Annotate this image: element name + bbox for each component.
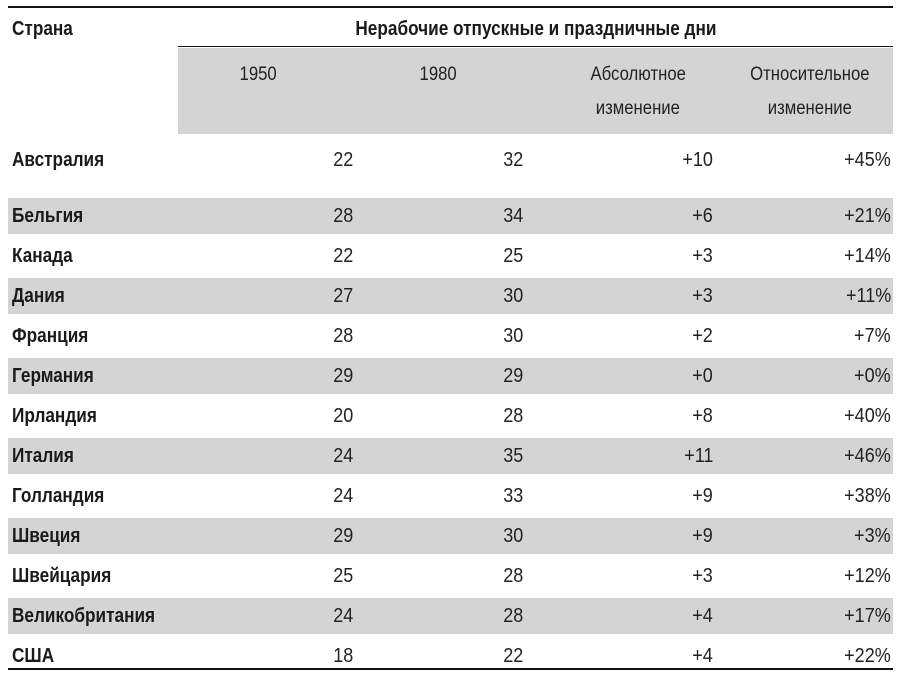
relative-change-cell: +45% xyxy=(844,149,891,171)
group-header-underline xyxy=(178,46,893,47)
absolute-change-cell: +11 xyxy=(683,445,713,467)
value-1950-cell: 25 xyxy=(332,565,353,587)
value-1980-cell: 33 xyxy=(502,485,523,507)
absolute-change-cell: +9 xyxy=(692,525,713,547)
table-row: Австралия 22 32 +10 +45% xyxy=(8,142,893,178)
country-cell: США xyxy=(12,645,55,667)
country-cell: Австралия xyxy=(12,149,105,171)
value-1950-cell: 18 xyxy=(332,645,353,667)
value-1950-cell: 24 xyxy=(332,605,353,627)
table-row: Италия 24 35 +11 +46% xyxy=(8,438,893,474)
table-row: Ирландия 20 28 +8 +40% xyxy=(8,398,893,434)
value-1950-cell: 22 xyxy=(332,245,353,267)
value-1980-cell: 28 xyxy=(502,565,523,587)
relative-change-cell: +46% xyxy=(844,445,891,467)
absolute-change-cell: +9 xyxy=(692,485,713,507)
relative-change-cell: +12% xyxy=(844,565,891,587)
relative-change-cell: +7% xyxy=(854,325,891,347)
value-1980-cell: 25 xyxy=(502,245,523,267)
relative-change-cell: +17% xyxy=(844,605,891,627)
value-1980-cell: 28 xyxy=(502,605,523,627)
value-1950-cell: 29 xyxy=(332,365,353,387)
value-1980-cell: 32 xyxy=(502,149,523,171)
value-1950-cell: 28 xyxy=(332,205,353,227)
country-cell: Франция xyxy=(12,325,89,347)
country-cell: Швейцария xyxy=(12,565,112,587)
absolute-change-cell: +6 xyxy=(692,205,713,227)
subheader-relative-change: Относительное изменение xyxy=(750,64,870,119)
value-1980-cell: 34 xyxy=(502,205,523,227)
table-row: Канада 22 25 +3 +14% xyxy=(8,238,893,274)
table-bottom-rule xyxy=(8,668,893,670)
relative-change-cell: +11% xyxy=(845,285,891,307)
country-cell: Бельгия xyxy=(12,205,84,227)
value-1980-cell: 22 xyxy=(502,645,523,667)
subheader-1950: 1950 xyxy=(239,64,277,85)
country-cell: Италия xyxy=(12,445,74,467)
table-row: Дания 27 30 +3 +11% xyxy=(8,278,893,314)
relative-change-cell: +3% xyxy=(854,525,891,547)
absolute-change-cell: +0 xyxy=(692,365,713,387)
table-row: Франция 28 30 +2 +7% xyxy=(8,318,893,354)
group-header-text: Нерабочие отпускные и праздничные дни xyxy=(354,18,717,40)
value-1980-cell: 30 xyxy=(502,325,523,347)
country-cell: Дания xyxy=(12,285,65,307)
value-1950-cell: 27 xyxy=(332,285,353,307)
absolute-change-cell: +4 xyxy=(692,645,713,667)
country-cell: Швеция xyxy=(12,525,81,547)
country-column-header: Страна xyxy=(12,18,73,40)
absolute-change-cell: +3 xyxy=(692,285,713,307)
value-1950-cell: 24 xyxy=(332,445,353,467)
country-cell: Германия xyxy=(12,365,94,387)
relative-change-cell: +0% xyxy=(854,365,891,387)
value-1950-cell: 29 xyxy=(332,525,353,547)
table-row: Германия 29 29 +0 +0% xyxy=(8,358,893,394)
relative-change-cell: +14% xyxy=(844,245,891,267)
country-cell: Канада xyxy=(12,245,73,267)
relative-change-cell: +40% xyxy=(844,405,891,427)
value-1950-cell: 28 xyxy=(332,325,353,347)
table-row: Швейцария 25 28 +3 +12% xyxy=(8,558,893,594)
absolute-change-cell: +2 xyxy=(692,325,713,347)
value-1980-cell: 28 xyxy=(502,405,523,427)
subheader-band xyxy=(178,48,893,134)
table-row: США 18 22 +4 +22% xyxy=(8,638,893,674)
value-1950-cell: 22 xyxy=(332,149,353,171)
table-row: Бельгия 28 34 +6 +21% xyxy=(8,198,893,234)
relative-change-cell: +38% xyxy=(844,485,891,507)
value-1950-cell: 20 xyxy=(332,405,353,427)
absolute-change-cell: +3 xyxy=(692,565,713,587)
relative-change-cell: +21% xyxy=(844,205,891,227)
country-cell: Голландия xyxy=(12,485,105,507)
absolute-change-cell: +4 xyxy=(692,605,713,627)
absolute-change-cell: +3 xyxy=(692,245,713,267)
value-1980-cell: 30 xyxy=(502,285,523,307)
country-cell: Великобритания xyxy=(12,605,156,627)
value-1980-cell: 30 xyxy=(502,525,523,547)
relative-change-cell: +22% xyxy=(844,645,891,667)
subheader-absolute-change: Абсолютное изменение xyxy=(590,64,686,119)
table-row: Голландия 24 33 +9 +38% xyxy=(8,478,893,514)
value-1950-cell: 24 xyxy=(332,485,353,507)
table-top-rule xyxy=(8,6,893,8)
absolute-change-cell: +8 xyxy=(692,405,713,427)
absolute-change-cell: +10 xyxy=(682,149,713,171)
value-1980-cell: 35 xyxy=(502,445,523,467)
table-row: Великобритания 24 28 +4 +17% xyxy=(8,598,893,634)
subheader-1980: 1980 xyxy=(419,64,457,85)
country-cell: Ирландия xyxy=(12,405,97,427)
group-column-header: Нерабочие отпускные и праздничные дни xyxy=(178,18,893,41)
value-1980-cell: 29 xyxy=(502,365,523,387)
table-row: Швеция 29 30 +9 +3% xyxy=(8,518,893,554)
